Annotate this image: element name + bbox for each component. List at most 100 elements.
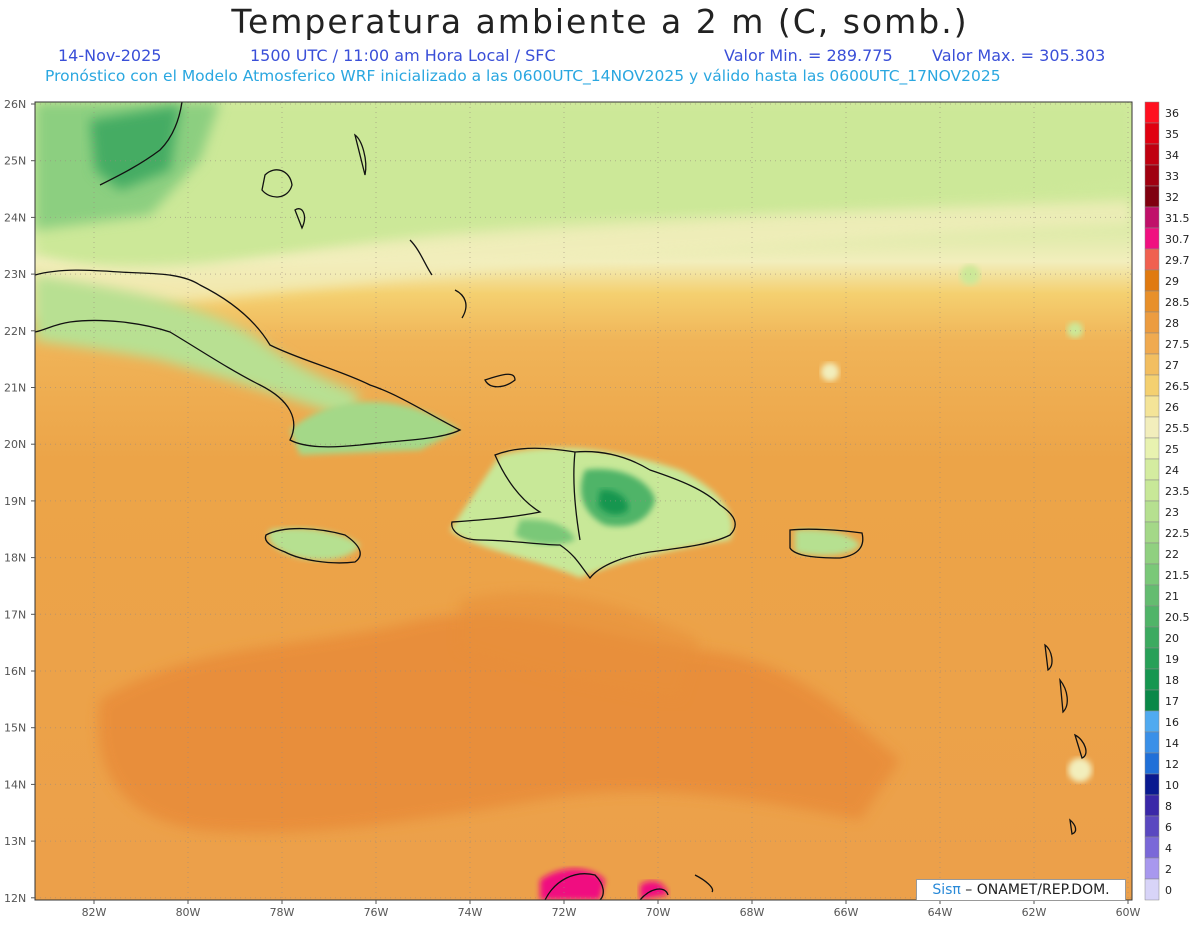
legend-label: 16: [1165, 716, 1179, 729]
lon-label: 76W: [364, 906, 389, 919]
legend-swatch: [1144, 668, 1160, 691]
lon-label: 66W: [834, 906, 859, 919]
lat-label: 23N: [4, 268, 26, 281]
coastlines: [35, 102, 1087, 900]
legend-label: 21.5: [1165, 569, 1190, 582]
legend-swatch: [1144, 605, 1160, 628]
legend-swatch: [1144, 542, 1160, 565]
lat-label: 15N: [4, 722, 26, 735]
legend-swatch: [1144, 206, 1160, 229]
model-info-line: Pronóstico con el Modelo Atmosferico WRF…: [45, 67, 1001, 85]
legend-swatch: [1144, 416, 1160, 439]
legend-label: 29: [1165, 275, 1179, 288]
legend-label: 28.5: [1165, 296, 1190, 309]
legend-swatch: [1144, 332, 1160, 355]
legend-swatch: [1144, 185, 1160, 208]
legend-label: 28: [1165, 317, 1179, 330]
legend-swatch: [1144, 311, 1160, 334]
legend-label: 2: [1165, 863, 1172, 876]
legend-swatch: [1144, 836, 1160, 859]
lon-label: 80W: [176, 906, 201, 919]
legend-label: 27.5: [1165, 338, 1190, 351]
lat-label: 22N: [4, 325, 26, 338]
legend-swatch: [1144, 500, 1160, 523]
lat-label: 13N: [4, 835, 26, 848]
legend-swatch: [1144, 437, 1160, 460]
legend-label: 20: [1165, 632, 1179, 645]
legend-swatch: [1144, 122, 1160, 145]
legend-swatch: [1144, 689, 1160, 712]
lat-label: 14N: [4, 778, 26, 791]
legend-swatch: [1144, 710, 1160, 733]
legend-swatch: [1144, 794, 1160, 817]
legend-label: 10: [1165, 779, 1179, 792]
graticule: [35, 102, 1132, 900]
lat-label: 21N: [4, 382, 26, 395]
lon-label: 82W: [82, 906, 107, 919]
longitude-labels: 82W 80W 78W 76W 74W 72W 70W 68W 66W 64W 62W 60W: [82, 900, 1141, 919]
legend-swatch: [1144, 290, 1160, 313]
legend-label: 32: [1165, 191, 1179, 204]
legend-swatch: [1144, 563, 1160, 586]
legend-swatch: [1144, 353, 1160, 376]
credit-box: Sisπ – ONAMET/REP.DOM.: [916, 879, 1126, 901]
legend-swatch: [1144, 164, 1160, 187]
date-label: 14-Nov-2025: [58, 46, 162, 65]
legend-swatch: [1144, 647, 1160, 670]
legend-label: 22: [1165, 548, 1179, 561]
legend-label: 25: [1165, 443, 1179, 456]
legend-label: 21: [1165, 590, 1179, 603]
legend-swatch: [1144, 857, 1160, 880]
legend-label: 33: [1165, 170, 1179, 183]
lat-label: 24N: [4, 211, 26, 224]
legend-label: 23: [1165, 506, 1179, 519]
legend-label: 27: [1165, 359, 1179, 372]
legend-swatch: [1144, 584, 1160, 607]
legend-swatch: [1144, 248, 1160, 271]
legend-swatch: [1144, 815, 1160, 838]
color-legend: 363534333231.530.729.72928.52827.52726.5…: [1144, 101, 1190, 901]
legend-label: 26.5: [1165, 380, 1190, 393]
legend-label: 8: [1165, 800, 1172, 813]
lat-label: 25N: [4, 155, 26, 168]
legend-label: 22.5: [1165, 527, 1190, 540]
legend-swatch: [1144, 752, 1160, 775]
legend-label: 6: [1165, 821, 1172, 834]
credit-text: – ONAMET/REP.DOM.: [960, 882, 1110, 898]
legend-swatch: [1144, 626, 1160, 649]
legend-label: 36: [1165, 107, 1179, 120]
legend-swatch: [1144, 101, 1160, 124]
field-layer: [35, 102, 1132, 900]
legend-label: 18: [1165, 674, 1179, 687]
legend-label: 31.5: [1165, 212, 1190, 225]
legend-label: 23.5: [1165, 485, 1190, 498]
legend-label: 29.7: [1165, 254, 1190, 267]
lat-label: 26N: [4, 98, 26, 111]
lon-label: 72W: [552, 906, 577, 919]
lat-label: 17N: [4, 608, 26, 621]
legend-label: 4: [1165, 842, 1172, 855]
legend-label: 24: [1165, 464, 1179, 477]
legend-swatch: [1144, 731, 1160, 754]
max-value-label: Valor Max. = 305.303: [932, 46, 1106, 65]
lon-label: 60W: [1116, 906, 1141, 919]
legend-label: 26: [1165, 401, 1179, 414]
credit-logo: Sisπ: [932, 882, 961, 898]
lon-label: 78W: [270, 906, 295, 919]
lon-label: 68W: [740, 906, 765, 919]
legend-label: 25.5: [1165, 422, 1190, 435]
latitude-labels: 26N 25N 24N 23N 22N 21N 20N 19N 18N 17N 16N 15N 14N 1…: [4, 98, 35, 905]
legend-label: 34: [1165, 149, 1179, 162]
map-title: Temperatura ambiente a 2 m (C, somb.): [231, 2, 969, 41]
legend-label: 12: [1165, 758, 1179, 771]
lat-label: 16N: [4, 665, 26, 678]
lat-label: 12N: [4, 892, 26, 905]
legend-label: 19: [1165, 653, 1179, 666]
legend-label: 17: [1165, 695, 1179, 708]
legend-swatch: [1144, 521, 1160, 544]
legend-swatch: [1144, 458, 1160, 481]
min-value-label: Valor Min. = 289.775: [724, 46, 893, 65]
lon-label: 74W: [458, 906, 483, 919]
legend-swatch: [1144, 374, 1160, 397]
